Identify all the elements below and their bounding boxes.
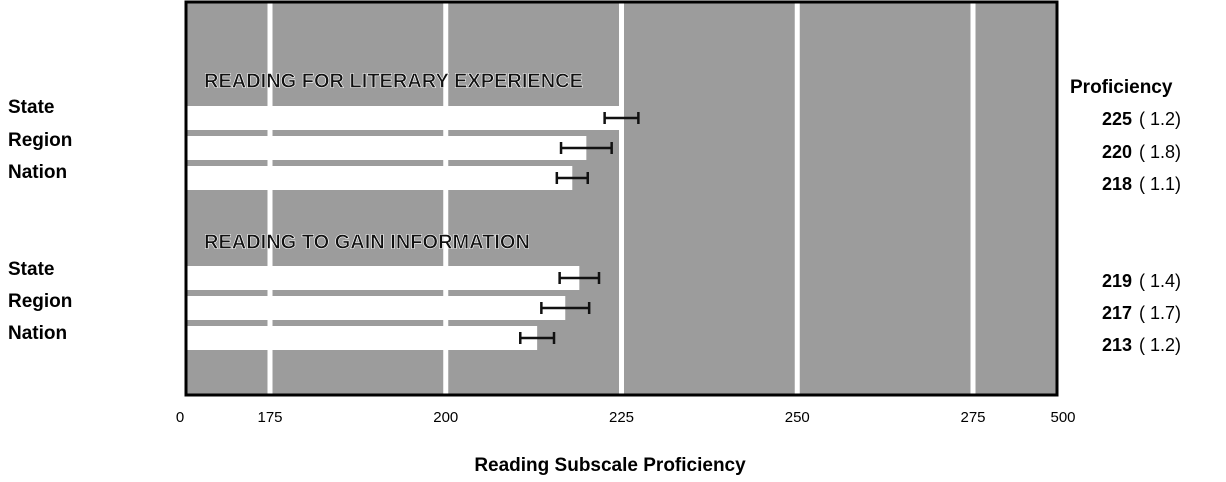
value-label: 213 (1102, 335, 1132, 355)
x-axis-title: Reading Subscale Proficiency (474, 455, 746, 476)
value-label: 217 (1102, 303, 1132, 323)
bar (186, 106, 622, 130)
bar (186, 296, 566, 320)
x-tick-label: 225 (609, 409, 634, 426)
value-label: 218 (1102, 174, 1132, 194)
bar (186, 326, 538, 350)
error-label: ( 1.4) (1139, 271, 1181, 291)
row-label: State (8, 97, 54, 118)
value-label: 220 (1102, 142, 1132, 162)
bar (186, 266, 580, 290)
group-title: READING FOR LITERARY EXPERIENCE (204, 70, 583, 92)
error-bar (558, 272, 601, 284)
row-label: Region (8, 291, 72, 312)
error-label: ( 1.8) (1139, 142, 1181, 162)
value-column-title: Proficiency (1070, 77, 1173, 98)
error-bar (555, 172, 590, 184)
row-label: State (8, 259, 54, 280)
x-tick-label: 500 (1050, 409, 1075, 426)
error-label: ( 1.7) (1139, 303, 1181, 323)
row-label: Nation (8, 323, 67, 344)
x-tick-label: 275 (960, 409, 985, 426)
x-tick-label: 200 (433, 409, 458, 426)
error-bar (540, 302, 591, 314)
row-label: Nation (8, 162, 67, 183)
x-tick-label: 175 (257, 409, 282, 426)
error-bar (519, 332, 556, 344)
value-label: 219 (1102, 271, 1132, 291)
x-tick-label: 250 (785, 409, 810, 426)
error-label: ( 1.1) (1139, 174, 1181, 194)
plot-border (184, 0, 1059, 397)
error-label: ( 1.2) (1139, 109, 1181, 129)
error-bar (603, 112, 640, 124)
value-label: 225 (1102, 109, 1132, 129)
error-label: ( 1.2) (1139, 335, 1181, 355)
row-label: Region (8, 130, 72, 151)
bar (186, 136, 587, 160)
error-bar (559, 142, 613, 154)
bar (186, 166, 573, 190)
x-tick-label: 0 (176, 409, 184, 426)
group-title: READING TO GAIN INFORMATION (204, 231, 530, 253)
